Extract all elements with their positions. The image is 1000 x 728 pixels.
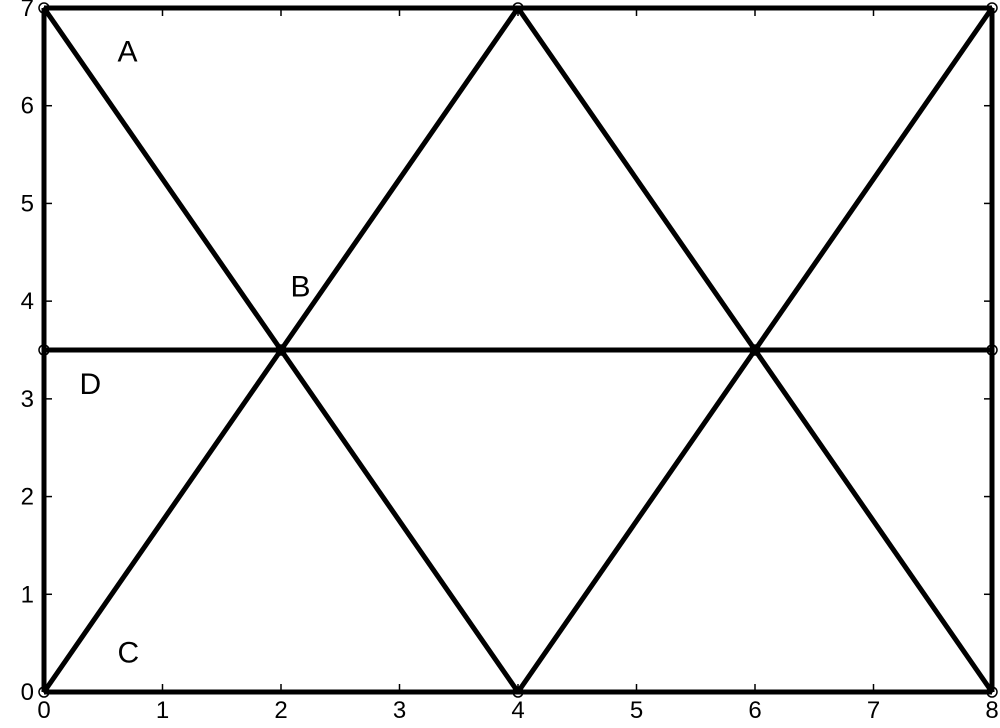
x-tick-label: 5 [630, 697, 643, 724]
region-label-a: A [117, 36, 137, 69]
x-tick-label: 7 [867, 697, 880, 724]
region-label-d: D [80, 368, 102, 401]
y-tick-label: 2 [21, 484, 34, 511]
x-tick-label: 0 [37, 697, 50, 724]
truss-diagram: 0 1 2 3 4 5 6 7 8 0 1 2 3 4 5 6 7 A B C D [0, 0, 1000, 728]
y-tick-label: 4 [21, 288, 34, 315]
y-tick-label: 7 [21, 0, 34, 22]
y-tick-label: 6 [21, 93, 34, 120]
y-tick-label: 3 [21, 386, 34, 413]
x-tick-label: 3 [393, 697, 406, 724]
x-tick-label: 2 [274, 697, 287, 724]
y-tick-label: 5 [21, 190, 34, 217]
region-label-b: B [290, 270, 310, 303]
x-tick-label: 8 [985, 697, 998, 724]
x-tick-label: 6 [748, 697, 761, 724]
x-tick-label: 4 [511, 697, 524, 724]
y-tick-label: 0 [21, 679, 34, 706]
region-label-c: C [117, 637, 139, 670]
y-tick-label: 1 [21, 581, 34, 608]
x-tick-label: 1 [156, 697, 169, 724]
